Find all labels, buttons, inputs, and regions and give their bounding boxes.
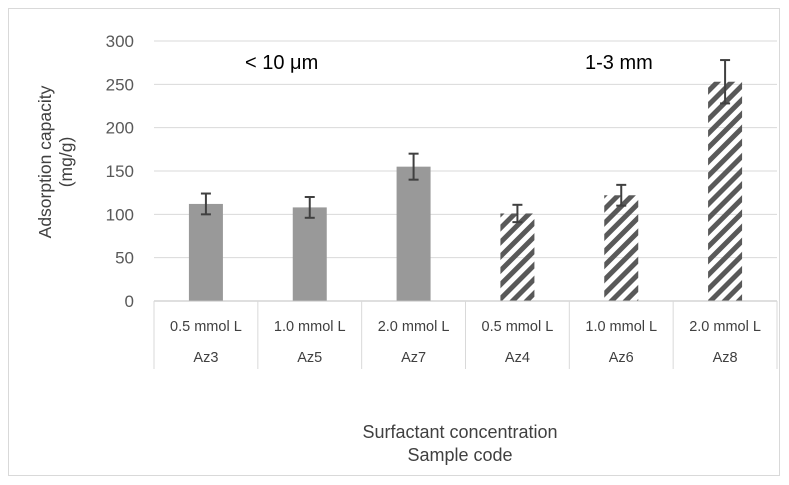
y-tick-label: 50 [115,249,134,268]
error-bar [408,152,419,181]
sample-code-label: Az3 [193,350,218,366]
x-axis: 0.5 mmol L Az3 1.0 mmol L Az5 2.0 mmol L Az7 0… [153,300,778,369]
gridlines [154,40,777,302]
bar-chart: 0 50 100 150 200 250 300 0.5 mmol L Az3 1.0 mmol… [35,32,778,465]
category-label: 0.5 mmol L [170,319,242,335]
sample-code-label: Az7 [401,350,426,366]
category-label: 0.5 mmol L [482,319,554,335]
bar-az3 [188,203,223,301]
y-axis-title-line-1: Adsorption capacity [35,85,55,238]
y-tick-labels: 0 50 100 150 200 250 300 [106,32,134,311]
y-tick-label: 250 [106,75,134,94]
annotation-small: < 10 μm [245,52,318,74]
error-bar [512,203,523,224]
error-bar [304,196,315,219]
y-tick-label: 0 [125,292,134,311]
x-axis-title-line-1: Surfactant concentration [362,422,557,442]
error-bar [200,192,211,216]
chart-frame: 0 50 100 150 200 250 300 0.5 mmol L Az3 1.0 mmol… [8,8,780,476]
x-axis-title-line-2: Sample code [407,445,512,465]
error-bar [616,183,627,207]
bar-az5 [292,207,327,301]
y-tick-label: 300 [106,32,134,51]
y-tick-label: 150 [106,162,134,181]
bar-az4 [500,213,535,301]
sample-code-label: Az6 [609,350,634,366]
error-bar [720,59,731,105]
sample-code-label: Az4 [505,350,530,366]
category-label: 1.0 mmol L [585,319,657,335]
y-axis-title: Adsorption capacity (mg/g) [35,85,76,238]
sample-code-label: Az8 [713,350,738,366]
y-axis-title-line-2: (mg/g) [56,137,76,188]
bar-az7 [396,166,431,301]
category-label: 1.0 mmol L [274,319,346,335]
bar-az6 [604,195,639,301]
category-label: 2.0 mmol L [689,319,761,335]
bars [188,59,743,301]
annotation-large: 1-3 mm [585,52,653,74]
category-label: 2.0 mmol L [378,319,450,335]
y-tick-label: 100 [106,205,134,224]
bar-az8 [708,81,743,301]
y-tick-label: 200 [106,119,134,138]
sample-code-label: Az5 [297,350,322,366]
